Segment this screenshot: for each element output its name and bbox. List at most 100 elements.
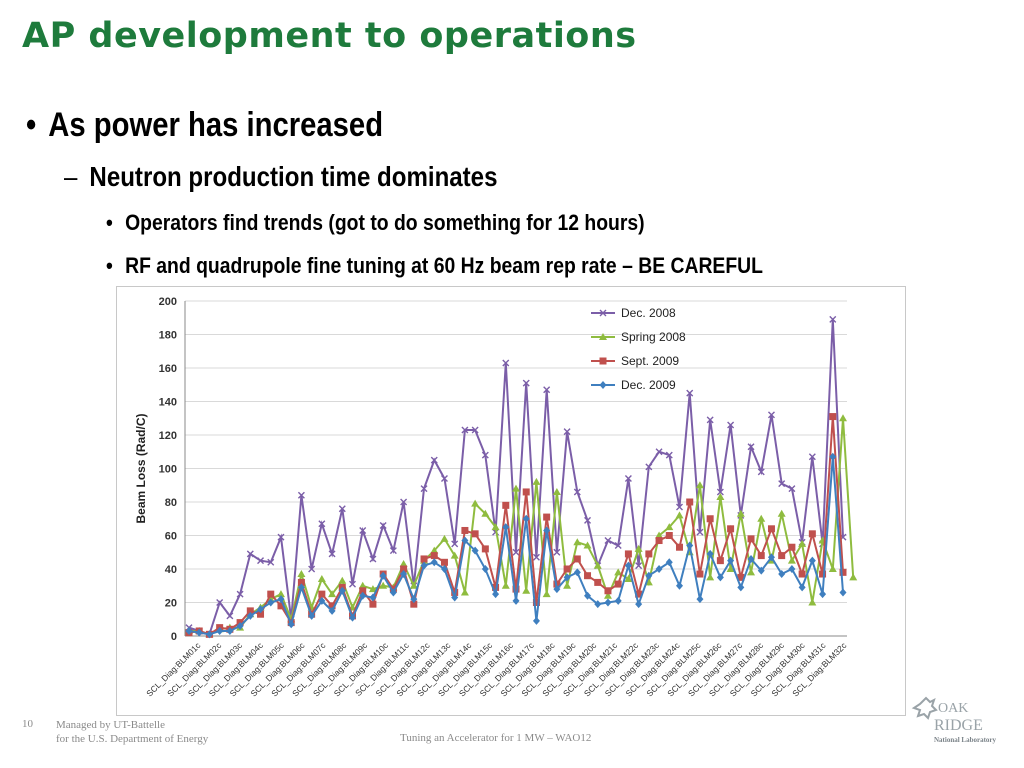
data-point <box>645 550 653 558</box>
data-point <box>338 505 346 513</box>
data-point <box>399 559 408 567</box>
data-point <box>563 573 571 582</box>
data-point <box>686 498 694 506</box>
data-point <box>481 565 489 573</box>
y-tick-label: 160 <box>159 363 177 375</box>
data-point <box>787 556 796 564</box>
data-point <box>257 610 265 618</box>
data-point <box>369 593 377 602</box>
data-point <box>451 540 459 548</box>
data-point <box>584 591 592 600</box>
data-point <box>808 598 817 606</box>
data-point <box>440 534 449 542</box>
oak-ridge-logo: OAK RIDGE National Laboratory <box>911 696 997 744</box>
y-tick-label: 0 <box>171 631 177 643</box>
data-point <box>267 590 275 598</box>
data-point <box>379 581 388 589</box>
chart-svg: 0 20 40 60 80 100 120 140 160 180 200 Beam Loss (Ra… <box>134 296 858 699</box>
data-point <box>430 546 439 554</box>
data-point <box>553 585 561 594</box>
bullet-level1-text: As power has increased <box>48 106 384 144</box>
y-tick-label: 100 <box>159 464 177 476</box>
data-point <box>676 581 683 590</box>
data-point <box>676 543 683 551</box>
data-point <box>389 547 397 555</box>
data-point <box>603 591 612 599</box>
data-point <box>481 545 489 553</box>
data-point <box>420 561 428 570</box>
data-point <box>440 558 448 566</box>
data-point <box>604 537 612 545</box>
data-point <box>767 553 775 562</box>
data-point <box>727 556 735 565</box>
y-tick-label: 80 <box>165 497 177 509</box>
data-point <box>276 590 285 598</box>
data-point <box>655 537 663 545</box>
data-point <box>481 451 489 459</box>
data-point <box>716 492 725 500</box>
y-tick-label: 180 <box>159 330 177 342</box>
data-point <box>461 526 469 534</box>
data-point <box>737 583 745 592</box>
data-point <box>747 568 756 576</box>
data-point <box>686 541 694 550</box>
data-point <box>420 485 428 493</box>
data-point <box>553 548 561 556</box>
data-point <box>471 426 479 434</box>
data-point <box>400 570 408 579</box>
data-point <box>461 536 469 545</box>
data-point <box>757 514 766 522</box>
bullet-dot-icon: • <box>26 106 37 144</box>
data-point <box>819 590 827 599</box>
data-point <box>359 587 367 595</box>
data-point <box>634 544 643 552</box>
logo-ridge: RIDGE <box>934 717 983 734</box>
legend-label: Sept. 2009 <box>621 354 679 368</box>
data-point <box>471 546 479 555</box>
data-point <box>665 451 673 459</box>
data-point <box>573 488 581 496</box>
data-point <box>829 315 837 323</box>
data-point <box>461 426 469 434</box>
data-point <box>297 570 306 578</box>
data-point <box>349 580 356 588</box>
data-point <box>828 565 837 572</box>
legend-label: Dec. 2009 <box>621 378 676 392</box>
data-point <box>839 588 847 597</box>
data-point <box>778 480 786 488</box>
data-point <box>767 411 775 419</box>
data-point <box>706 416 714 424</box>
data-point <box>573 555 581 563</box>
data-point <box>216 626 224 635</box>
data-point <box>736 509 745 517</box>
y-tick-label: 20 <box>165 598 177 610</box>
data-point <box>839 568 847 576</box>
y-tick-label: 40 <box>165 564 177 576</box>
data-point <box>624 561 632 570</box>
slide-title: AP development to operations <box>22 16 637 56</box>
data-point <box>839 414 847 422</box>
data-point <box>829 452 837 461</box>
bullet-dot-icon: • <box>106 210 113 235</box>
data-point <box>778 552 786 560</box>
data-point <box>308 611 316 620</box>
data-point <box>430 558 438 567</box>
data-point <box>257 605 265 614</box>
data-point <box>328 602 336 610</box>
data-point <box>819 570 827 578</box>
data-point <box>471 499 480 507</box>
data-point <box>604 587 612 595</box>
bullet-level3-text: RF and quadrupole fine tuning at 60 Hz b… <box>125 253 763 278</box>
data-point <box>185 626 193 635</box>
data-point <box>318 596 326 605</box>
data-point <box>277 595 285 604</box>
data-point <box>502 501 510 509</box>
data-point <box>492 583 500 591</box>
y-tick-label: 140 <box>159 397 177 409</box>
y-tick-label: 60 <box>165 531 177 543</box>
data-point <box>460 588 469 596</box>
data-point <box>450 551 459 559</box>
data-point <box>481 509 490 517</box>
data-point <box>277 533 285 541</box>
logo-nat-lab: National Laboratory <box>934 736 997 744</box>
